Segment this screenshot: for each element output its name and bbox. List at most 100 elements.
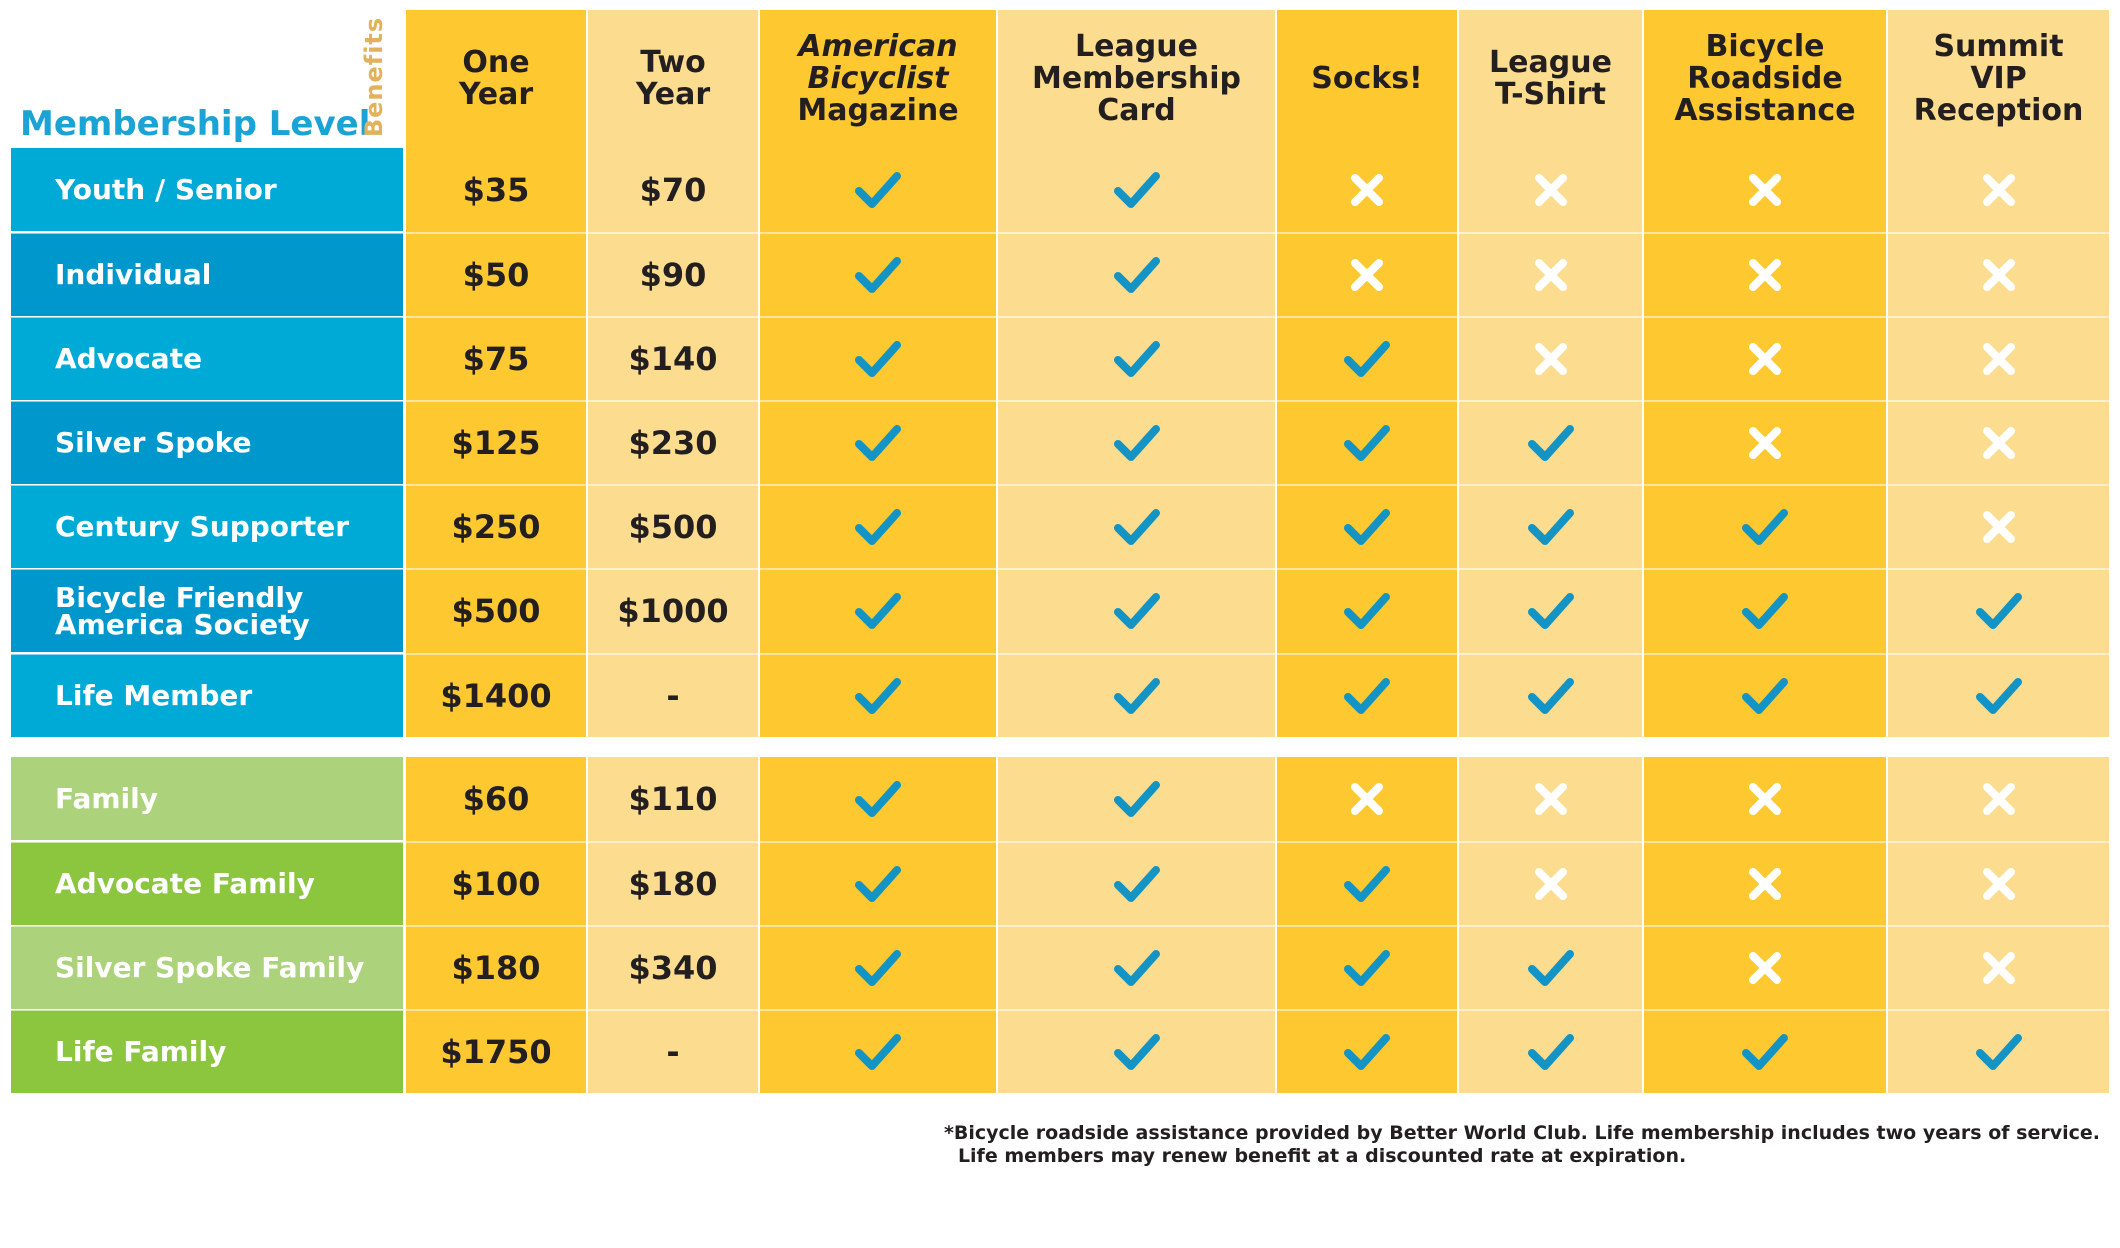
two-year-price: $110 xyxy=(628,779,718,818)
checkmark-icon xyxy=(1344,592,1390,629)
benefit-included-cell xyxy=(998,569,1275,652)
row-divider xyxy=(11,925,2109,927)
checkmark-icon xyxy=(1113,677,1160,714)
benefit-excluded-cell xyxy=(1459,148,1642,231)
benefit-included-cell xyxy=(1644,485,1886,568)
one-year-price: $250 xyxy=(451,507,541,546)
two-year-price: $90 xyxy=(639,255,707,294)
benefit-excluded-cell xyxy=(1459,757,1642,840)
checkmark-icon xyxy=(855,340,901,377)
checkmark-icon xyxy=(1742,508,1788,545)
cross-icon xyxy=(1534,867,1567,900)
benefit-excluded-cell xyxy=(1644,317,1886,400)
benefit-excluded-cell xyxy=(1888,317,2109,400)
one-year-price: $35 xyxy=(462,170,530,209)
one-year-price: $1400 xyxy=(440,676,552,715)
column-header: League Membership Card xyxy=(1031,29,1242,128)
benefit-excluded-cell xyxy=(1644,233,1886,316)
checkmark-icon xyxy=(1113,508,1160,545)
checkmark-icon xyxy=(1113,949,1160,986)
row-divider xyxy=(11,400,2109,402)
benefit-excluded-cell xyxy=(1888,757,2109,840)
checkmark-icon xyxy=(1344,508,1390,545)
benefit-included-cell xyxy=(1459,654,1642,737)
individual-level-label: Life Member xyxy=(11,654,403,737)
family-level-label: Life Family xyxy=(11,1010,403,1093)
two-year-price: $500 xyxy=(628,507,718,546)
membership-level-heading: Membership Level xyxy=(20,104,371,144)
benefit-included-cell xyxy=(760,654,996,737)
benefit-included-cell xyxy=(760,485,996,568)
benefit-included-cell xyxy=(998,485,1275,568)
checkmark-icon xyxy=(855,508,901,545)
benefit-excluded-cell xyxy=(1644,757,1886,840)
benefit-included-cell xyxy=(760,317,996,400)
checkmark-icon xyxy=(1113,256,1160,293)
column-header-italic: American Bicyclist xyxy=(798,29,958,96)
cross-icon xyxy=(1534,258,1567,291)
family-level-label: Silver Spoke Family xyxy=(11,926,403,1009)
cross-icon xyxy=(1351,782,1383,815)
checkmark-icon xyxy=(855,1033,901,1070)
checkmark-icon xyxy=(1742,592,1788,629)
one-year-price: $50 xyxy=(462,255,530,294)
benefit-included-cell xyxy=(998,233,1275,316)
checkmark-icon xyxy=(1527,949,1574,986)
benefit-included-cell xyxy=(760,1010,996,1093)
benefit-column: One Year $35 $50 $75 $125 $250 $500 $1400 $60 $10… xyxy=(406,10,586,1093)
benefit-included-cell xyxy=(998,1010,1275,1093)
benefit-included-cell xyxy=(1277,654,1457,737)
checkmark-icon xyxy=(1527,1033,1574,1070)
cross-icon xyxy=(1749,782,1781,815)
checkmark-icon xyxy=(1113,592,1160,629)
checkmark-icon xyxy=(855,592,901,629)
checkmark-icon xyxy=(1344,340,1390,377)
benefit-included-cell xyxy=(760,233,996,316)
benefit-included-cell xyxy=(998,757,1275,840)
benefit-included-cell xyxy=(1277,317,1457,400)
checkmark-icon xyxy=(855,780,901,817)
checkmark-icon xyxy=(1975,592,2022,629)
cross-icon xyxy=(1351,173,1383,206)
cross-icon xyxy=(1982,510,2015,543)
cross-icon xyxy=(1351,258,1383,291)
column-header: Bicycle Roadside Assistance xyxy=(1674,29,1856,128)
checkmark-icon xyxy=(855,949,901,986)
benefit-column: Bicycle Roadside Assistance xyxy=(1644,10,1886,1093)
column-header: Two Year xyxy=(635,45,711,112)
checkmark-icon xyxy=(855,424,901,461)
cross-icon xyxy=(1749,867,1781,900)
benefit-included-cell xyxy=(998,401,1275,484)
one-year-price: $500 xyxy=(451,591,541,630)
benefit-column: Socks! xyxy=(1277,10,1457,1093)
benefit-included-cell xyxy=(1459,1010,1642,1093)
checkmark-icon xyxy=(1975,1033,2022,1070)
checkmark-icon xyxy=(1344,424,1390,461)
benefit-included-cell xyxy=(1644,1010,1886,1093)
benefit-excluded-cell xyxy=(1644,842,1886,925)
benefit-column: Two Year $70 $90 $140 $230 $500 $1000 - $110 $180… xyxy=(588,10,758,1093)
individual-level-label: Bicycle Friendly America Society xyxy=(11,569,403,652)
cross-icon xyxy=(1982,951,2015,984)
benefit-included-cell xyxy=(1644,654,1886,737)
benefit-included-cell xyxy=(760,842,996,925)
benefit-included-cell xyxy=(1644,569,1886,652)
benefit-column: Summit VIP Reception xyxy=(1888,10,2109,1093)
cross-icon xyxy=(1982,342,2015,375)
column-header: League T-Shirt xyxy=(1489,45,1612,112)
checkmark-icon xyxy=(1527,508,1574,545)
row-divider xyxy=(11,568,2109,570)
one-year-price: $75 xyxy=(462,339,530,378)
row-divider xyxy=(11,316,2109,318)
cross-icon xyxy=(1982,782,2015,815)
benefit-column: American Bicyclist Magazine xyxy=(760,10,996,1093)
benefit-included-cell xyxy=(760,926,996,1009)
checkmark-icon xyxy=(855,171,901,208)
benefit-excluded-cell xyxy=(1644,926,1886,1009)
checkmark-icon xyxy=(1527,592,1574,629)
benefit-included-cell xyxy=(998,148,1275,231)
two-year-price: $1000 xyxy=(617,591,729,630)
benefit-included-cell xyxy=(1459,569,1642,652)
individual-level-label: Advocate xyxy=(11,317,403,400)
